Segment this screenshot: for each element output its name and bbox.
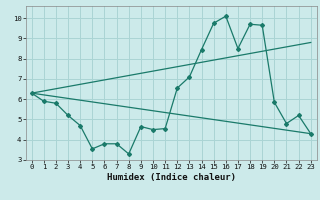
X-axis label: Humidex (Indice chaleur): Humidex (Indice chaleur) — [107, 173, 236, 182]
